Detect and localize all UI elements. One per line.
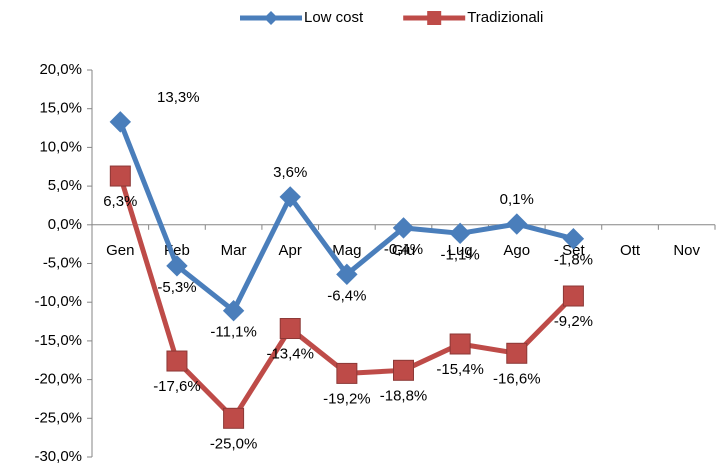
y-tick-label: 10,0% xyxy=(39,138,82,155)
value-label: -1,1% xyxy=(441,246,480,263)
value-label: -9,2% xyxy=(554,313,593,330)
data-point xyxy=(449,222,471,245)
data-point xyxy=(336,362,358,384)
value-label: -11,1% xyxy=(210,324,256,341)
legend-label: Tradizionali xyxy=(467,9,543,26)
data-point xyxy=(449,333,471,355)
x-tick-label: Mag xyxy=(332,242,361,259)
data-point xyxy=(279,318,301,340)
x-tick-label: Giu xyxy=(392,242,415,259)
value-label: -6,4% xyxy=(327,287,366,304)
x-tick-label: Nov xyxy=(673,242,700,259)
value-label: -13,4% xyxy=(266,345,314,362)
data-point xyxy=(109,111,132,133)
value-label: -15,4% xyxy=(436,361,484,378)
value-label: -25,0% xyxy=(210,435,258,452)
y-tick-label: -20,0% xyxy=(34,371,82,388)
y-tick-label: 0,0% xyxy=(48,216,82,233)
data-point xyxy=(166,255,188,277)
data-point xyxy=(506,213,528,235)
legend-marker xyxy=(264,11,278,25)
x-tick-label: Ago xyxy=(503,242,530,259)
data-point xyxy=(393,359,414,381)
data-point xyxy=(506,342,528,364)
value-label: -18,8% xyxy=(380,387,428,404)
data-point xyxy=(336,263,358,286)
y-tick-label: -30,0% xyxy=(34,448,82,465)
y-tick-label: -25,0% xyxy=(34,409,82,426)
x-tick-label: Gen xyxy=(106,242,134,259)
legend-label: Low cost xyxy=(304,9,364,26)
legend-marker xyxy=(427,11,442,25)
value-label: 0,1% xyxy=(500,191,534,208)
y-tick-label: -15,0% xyxy=(34,332,82,349)
x-tick-label: Apr xyxy=(279,242,302,259)
y-tick-label: 20,0% xyxy=(39,61,82,78)
value-label: -1,8% xyxy=(554,252,593,269)
data-point xyxy=(223,407,245,429)
value-label: 13,3% xyxy=(157,89,200,106)
data-point xyxy=(562,228,585,250)
x-tick-label: Mar xyxy=(221,242,247,259)
x-tick-label: Ott xyxy=(620,242,641,259)
value-label: -0,4% xyxy=(384,241,423,258)
y-tick-label: 15,0% xyxy=(39,100,82,117)
data-point xyxy=(109,165,131,187)
value-label: -5,3% xyxy=(157,279,196,296)
data-point xyxy=(392,217,415,239)
x-tick-label: Lug xyxy=(448,242,473,259)
y-tick-label: -5,0% xyxy=(43,254,82,271)
y-tick-label: 5,0% xyxy=(48,177,82,194)
data-point xyxy=(562,285,584,307)
data-point xyxy=(222,300,245,322)
value-label: -19,2% xyxy=(323,390,371,407)
x-tick-label: Set xyxy=(562,242,585,259)
value-label: -16,6% xyxy=(493,370,541,387)
data-point xyxy=(279,186,301,208)
value-label: 3,6% xyxy=(273,164,307,181)
data-point xyxy=(166,350,188,372)
value-label: 6,3% xyxy=(103,193,137,210)
y-tick-label: -10,0% xyxy=(34,293,82,310)
value-label: -17,6% xyxy=(153,378,201,395)
